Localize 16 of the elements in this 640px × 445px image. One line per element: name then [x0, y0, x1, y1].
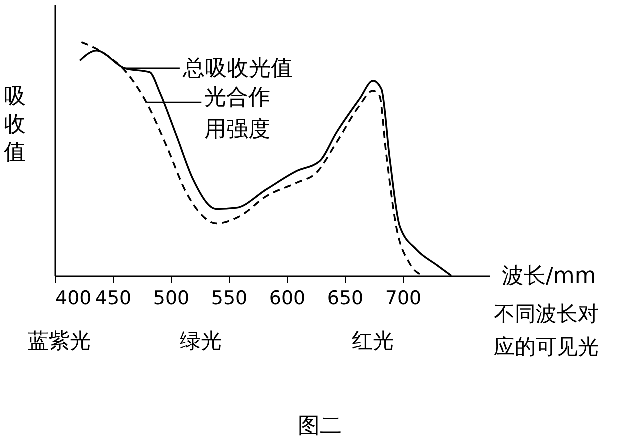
- x-tick-label: 700: [385, 288, 422, 310]
- y-axis-title: 吸收值: [4, 84, 26, 166]
- text: 红光: [352, 329, 394, 353]
- x-tick-label: 500: [153, 288, 190, 310]
- x-tick-label: 650: [327, 288, 364, 310]
- x-tick-label: 400: [56, 288, 92, 310]
- x-tick-label: 600: [269, 288, 306, 310]
- x-axis-title: 波长/mm: [502, 264, 596, 289]
- text: 绿光: [180, 329, 222, 353]
- x-tick-label: 450: [95, 288, 132, 310]
- annotation: 总吸收光值: [182, 56, 293, 82]
- x-tick-label: 550: [211, 288, 248, 310]
- annotation: 光合作用强度: [204, 86, 271, 143]
- text: 不同波长对应的可见光: [494, 302, 599, 359]
- text: 蓝紫光: [28, 329, 91, 353]
- text: 图二: [298, 414, 342, 439]
